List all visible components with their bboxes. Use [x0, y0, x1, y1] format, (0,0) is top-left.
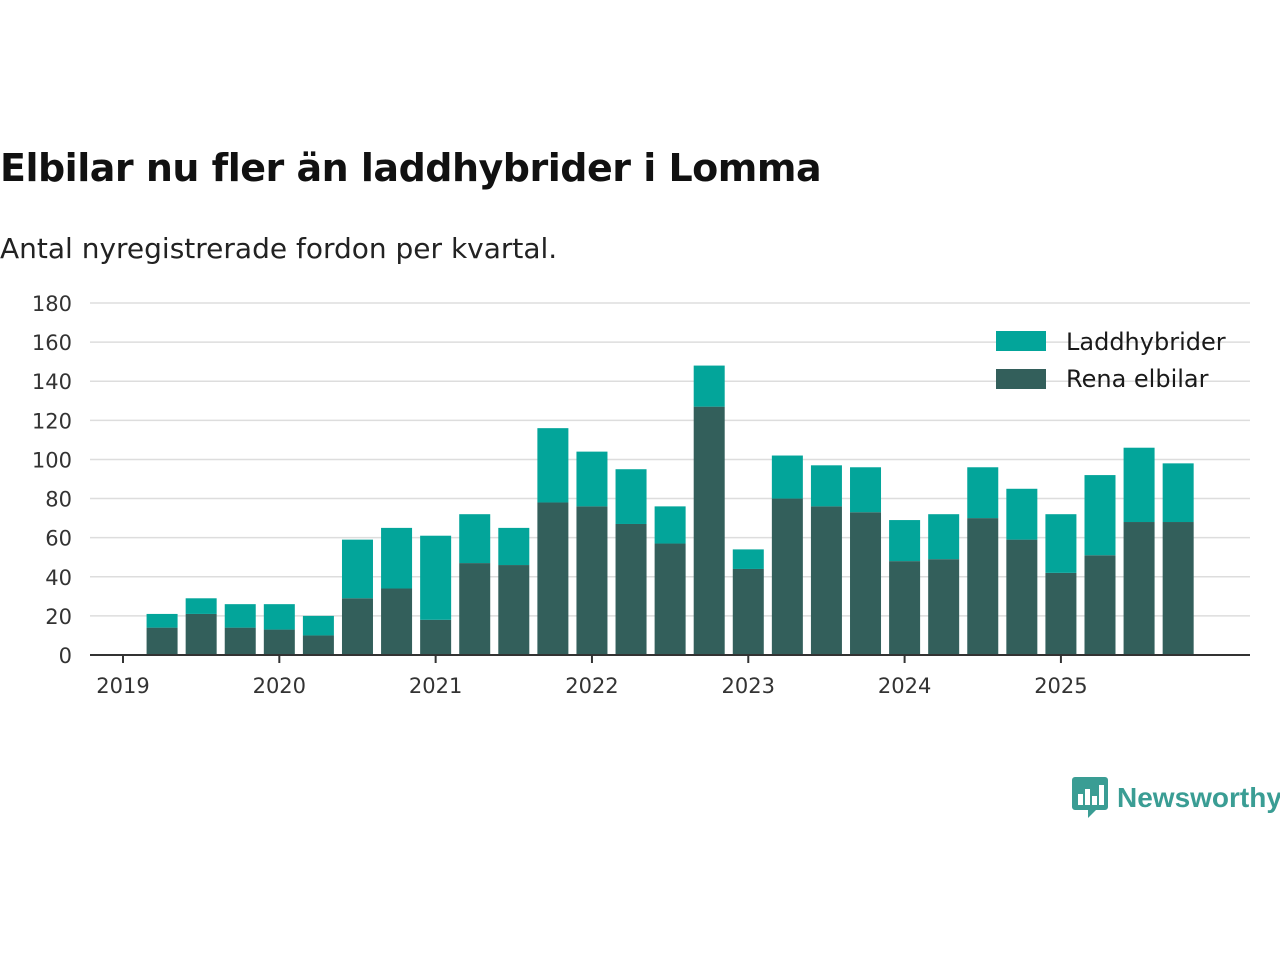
bar-laddhybrider	[928, 514, 960, 560]
y-tick-label: 20	[45, 605, 72, 629]
bar-rena-elbilar	[1045, 572, 1077, 655]
bar-laddhybrider	[224, 604, 256, 628]
bar-laddhybrider	[420, 535, 452, 620]
bar-rena-elbilar	[498, 565, 530, 655]
bar-rena-elbilar	[654, 543, 686, 655]
bar-rena-elbilar	[185, 613, 217, 655]
bar-laddhybrider	[498, 527, 530, 566]
y-tick-label: 40	[45, 566, 72, 590]
y-tick-label: 160	[32, 331, 72, 355]
bar-rena-elbilar	[889, 561, 921, 655]
bar-laddhybrider	[1162, 463, 1194, 523]
x-tick-label: 2022	[565, 674, 618, 698]
bar-laddhybrider	[537, 428, 569, 503]
bar-rena-elbilar	[771, 498, 803, 655]
bar-rena-elbilar	[381, 588, 413, 655]
bar-rena-elbilar	[420, 619, 452, 655]
bar-rena-elbilar	[850, 512, 882, 655]
bar-rena-elbilar	[1084, 555, 1116, 655]
bar-rena-elbilar	[967, 518, 999, 655]
x-tick-label: 2024	[878, 674, 931, 698]
bars	[146, 365, 1194, 655]
x-tick-label: 2021	[409, 674, 462, 698]
x-tick-label: 2025	[1034, 674, 1087, 698]
bar-laddhybrider	[654, 506, 686, 544]
bar-laddhybrider	[459, 514, 491, 564]
bar-laddhybrider	[381, 527, 413, 589]
bar-laddhybrider	[732, 549, 764, 569]
bar-laddhybrider	[771, 455, 803, 499]
bar-rena-elbilar	[459, 563, 491, 655]
bar-rena-elbilar	[1162, 522, 1194, 655]
bar-rena-elbilar	[537, 502, 569, 655]
bar-laddhybrider	[889, 520, 921, 562]
legend-label-laddhybrider: Laddhybrider	[1066, 328, 1226, 356]
y-axis-ticks: 0 20 40 60 80 100 120 140 160 180	[32, 292, 72, 668]
bar-rena-elbilar	[732, 568, 764, 655]
bar-laddhybrider	[615, 469, 647, 524]
bar-laddhybrider	[1123, 447, 1155, 523]
x-tick-label: 2023	[722, 674, 775, 698]
brand-name: Newsworthy	[1117, 782, 1280, 813]
chart-subtitle: Antal nyregistrerade fordon per kvartal.	[0, 232, 558, 265]
bar-laddhybrider	[1084, 475, 1116, 556]
newsworthy-logo-icon	[1072, 777, 1108, 818]
bar-laddhybrider	[263, 604, 295, 630]
bar-rena-elbilar	[1123, 522, 1155, 655]
bar-rena-elbilar	[1006, 539, 1038, 655]
legend: Laddhybrider Rena elbilar	[996, 328, 1226, 393]
y-tick-label: 180	[32, 292, 72, 316]
bar-rena-elbilar	[224, 627, 256, 655]
bar-laddhybrider	[576, 451, 608, 507]
y-tick-label: 120	[32, 409, 72, 433]
bar-rena-elbilar	[615, 523, 647, 655]
legend-label-rena-elbilar: Rena elbilar	[1066, 365, 1209, 393]
bar-laddhybrider	[1006, 488, 1038, 540]
newsworthy-logo: Newsworthy	[1072, 776, 1280, 820]
bar-rena-elbilar	[928, 559, 960, 655]
bar-laddhybrider	[850, 467, 882, 513]
bar-laddhybrider	[302, 615, 334, 636]
legend-swatch-laddhybrider	[996, 331, 1046, 351]
bar-rena-elbilar	[341, 598, 373, 655]
bar-rena-elbilar	[146, 627, 178, 655]
bar-laddhybrider	[810, 465, 842, 507]
y-tick-label: 80	[45, 488, 72, 512]
y-tick-label: 0	[59, 644, 72, 668]
x-tick-label: 2020	[253, 674, 306, 698]
bar-laddhybrider	[341, 539, 373, 599]
bar-rena-elbilar	[693, 406, 725, 655]
bar-laddhybrider	[146, 613, 178, 628]
y-tick-label: 100	[32, 448, 72, 472]
bar-rena-elbilar	[302, 635, 334, 655]
bar-laddhybrider	[693, 365, 725, 407]
legend-swatch-rena-elbilar	[996, 369, 1046, 389]
bar-rena-elbilar	[263, 629, 295, 655]
bar-rena-elbilar	[576, 506, 608, 655]
y-tick-label: 60	[45, 527, 72, 551]
bar-laddhybrider	[185, 598, 217, 614]
x-tick-label: 2019	[96, 674, 149, 698]
bar-laddhybrider	[967, 467, 999, 519]
x-axis: 2019 2020 2021 2022 2023 2024 2025	[90, 654, 1250, 698]
y-tick-label: 140	[32, 370, 72, 394]
bar-rena-elbilar	[810, 506, 842, 655]
chart-title: Elbilar nu fler än laddhybrider i Lomma	[0, 146, 822, 190]
bar-laddhybrider	[1045, 514, 1077, 573]
